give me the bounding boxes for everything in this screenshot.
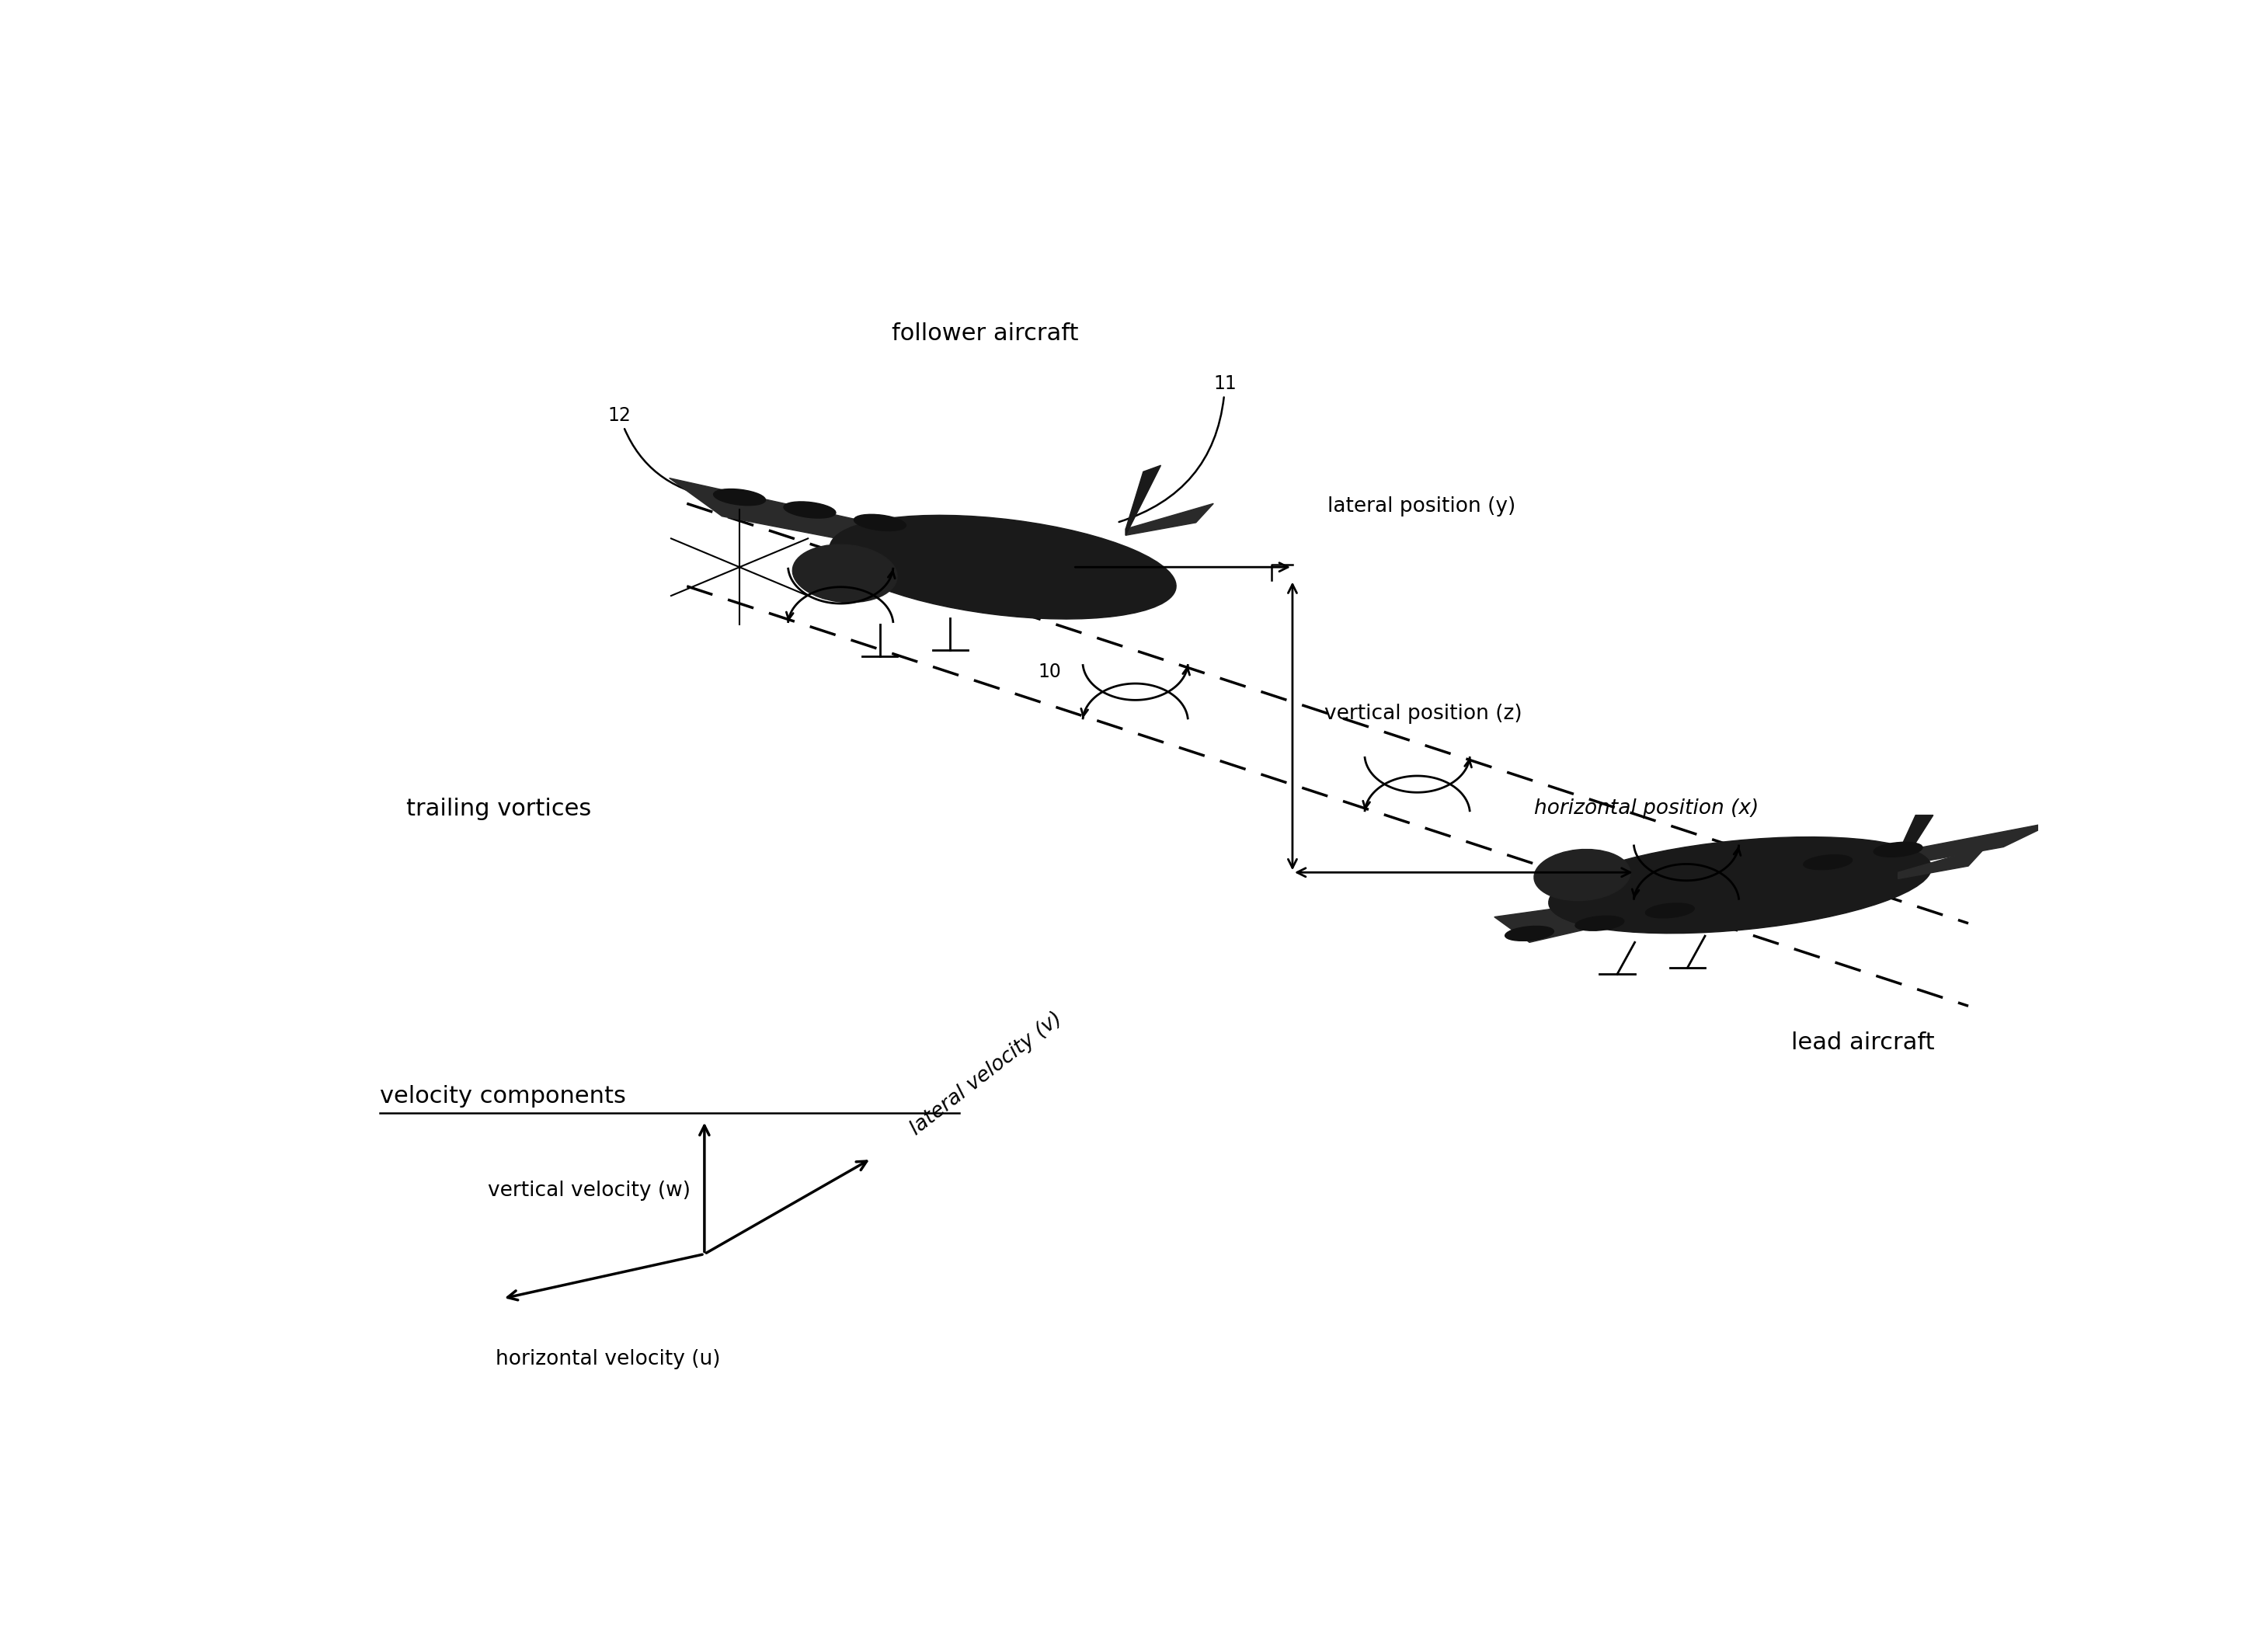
Ellipse shape [713, 489, 766, 506]
Ellipse shape [1644, 904, 1694, 919]
Polygon shape [1126, 466, 1160, 535]
Ellipse shape [784, 502, 836, 519]
Polygon shape [670, 477, 985, 567]
Ellipse shape [1873, 843, 1923, 857]
Polygon shape [1758, 821, 2057, 892]
Ellipse shape [1803, 854, 1853, 869]
Text: horizontal position (x): horizontal position (x) [1533, 798, 1758, 819]
Ellipse shape [854, 514, 906, 530]
Text: 11: 11 [1119, 375, 1237, 522]
Text: lead aircraft: lead aircraft [1792, 1031, 1934, 1054]
Ellipse shape [1574, 915, 1624, 930]
Polygon shape [1495, 885, 1721, 942]
Ellipse shape [1549, 838, 1932, 933]
Text: trailing vortices: trailing vortices [405, 798, 591, 819]
Text: lateral velocity (v): lateral velocity (v) [906, 1009, 1067, 1140]
Text: vertical velocity (w): vertical velocity (w) [487, 1180, 691, 1201]
Text: vertical position (z): vertical position (z) [1325, 704, 1522, 724]
Text: horizontal velocity (u): horizontal velocity (u) [496, 1350, 720, 1370]
Ellipse shape [793, 545, 897, 603]
Ellipse shape [1533, 849, 1631, 900]
Text: lateral position (y): lateral position (y) [1327, 496, 1515, 515]
Text: follower aircraft: follower aircraft [892, 322, 1078, 345]
Polygon shape [1003, 555, 1160, 600]
Text: velocity components: velocity components [381, 1085, 625, 1108]
Text: 12: 12 [607, 406, 711, 497]
Ellipse shape [829, 515, 1176, 620]
Polygon shape [1898, 847, 1986, 879]
Text: 10: 10 [1037, 662, 1060, 681]
Polygon shape [1126, 504, 1214, 535]
Polygon shape [1880, 814, 1932, 899]
Ellipse shape [1504, 927, 1554, 942]
